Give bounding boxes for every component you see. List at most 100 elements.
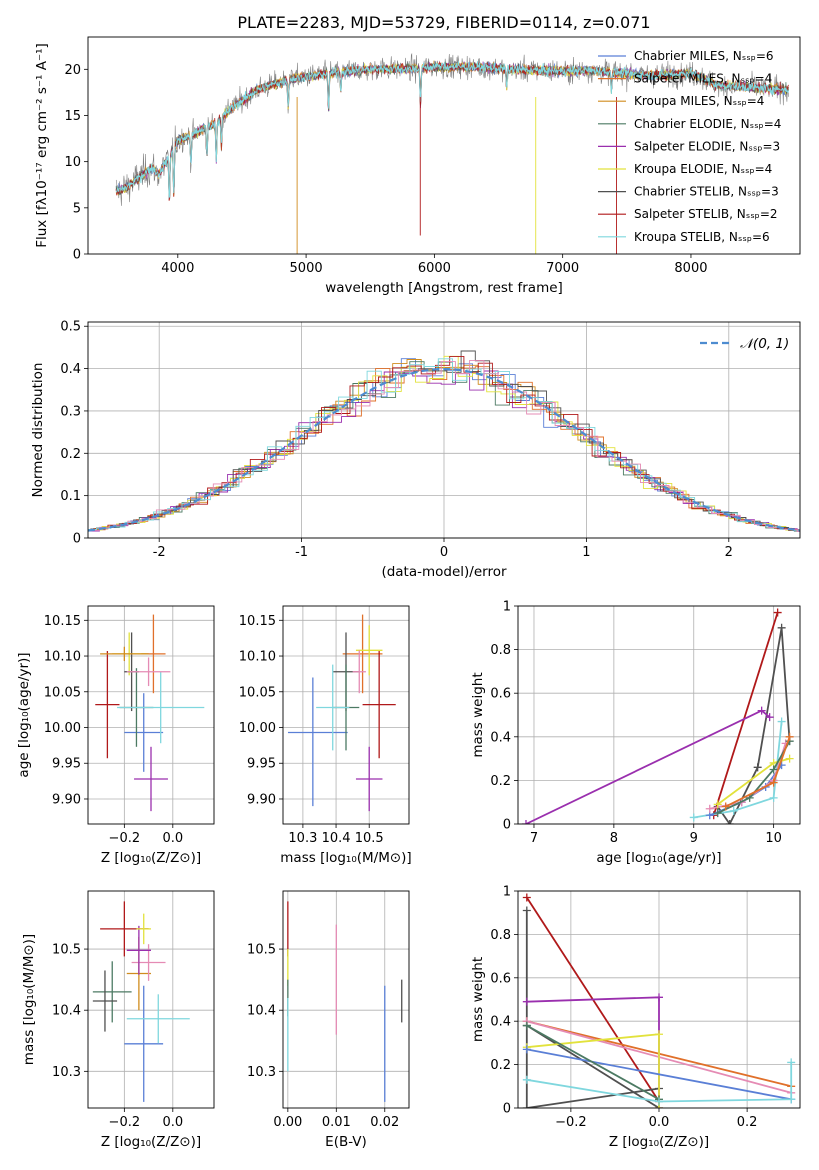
y-tick-label: 10.15 xyxy=(239,614,276,629)
age-vs-metallicity-panel: −0.2 0.0 9.90 9.95 10.00 10.05 10.10 10.15 Z [lo… xyxy=(16,605,215,866)
axes-frame xyxy=(282,605,410,825)
y-tick-label: 0.6 xyxy=(490,971,511,986)
legend-label: Chabrier STELIB, Nₛₛₚ=3 xyxy=(634,185,779,199)
spectrum-panel: 4000 5000 6000 7000 8000 0 5 10 15 20 wavelength [… xyxy=(34,13,801,296)
legend-label: Salpeter ELODIE, Nₛₛₚ=3 xyxy=(634,139,780,153)
y-tick-label: 10.5 xyxy=(52,943,81,958)
y-axis-label: mass weight xyxy=(470,957,486,1042)
mass-weight-marker xyxy=(753,763,762,772)
x-tick-label: -2 xyxy=(153,545,166,560)
mass-vs-metallicity-panel: −0.2 0.0 10.3 10.4 10.5 Z [log₁₀(Z/Z⊙)] mass [… xyxy=(21,890,215,1150)
legend-label: Kroupa STELIB, Nₛₛₚ=6 xyxy=(634,230,770,244)
x-axis-label: mass [log₁₀(M/M⊙)] xyxy=(280,850,411,866)
mass-weight-marker xyxy=(757,706,766,715)
y-tick-label: 0.6 xyxy=(490,687,511,702)
plot-area xyxy=(92,901,190,1102)
y-tick-label: 0.2 xyxy=(60,447,81,462)
mass-weight-marker xyxy=(522,1045,531,1054)
mass-weight-vs-metallicity-panel: −0.2 0.0 0.2 0 0.2 0.4 0.6 0.8 1 Z [log₁₀(Z/Z⊙)] m… xyxy=(470,885,801,1150)
x-tick-label: 6000 xyxy=(418,261,451,276)
mass-weight-marker xyxy=(689,813,698,822)
y-tick-label: 10.5 xyxy=(247,943,276,958)
y-tick-label: 0.2 xyxy=(490,774,511,789)
y-tick-label: 0 xyxy=(503,818,511,833)
y-tick-label: 10.15 xyxy=(44,614,81,629)
y-tick-label: 1 xyxy=(503,600,511,615)
y-tick-label: 10.05 xyxy=(239,685,276,700)
mass-weight-marker xyxy=(769,793,778,802)
mass-weight-line xyxy=(526,1062,793,1103)
y-tick-label: 20 xyxy=(64,63,81,78)
chart-title: PLATE=2283, MJD=53729, FIBERID=0114, z=0… xyxy=(237,13,650,32)
y-tick-label: 9.90 xyxy=(52,792,81,807)
plot-area xyxy=(522,893,796,1108)
mass-weight-marker xyxy=(785,754,794,763)
mass-vs-extinction-panel: 0.00 0.01 0.02 10.3 10.4 10.5 E(B-V) xyxy=(247,890,410,1150)
model-spectrum-line xyxy=(115,61,789,199)
y-tick-label: 5 xyxy=(73,201,81,216)
y-tick-label: 0.4 xyxy=(60,362,81,377)
mass-weight-marker xyxy=(655,993,663,1002)
mass-weight-marker xyxy=(785,732,794,741)
gaussian-curve xyxy=(88,367,800,532)
legend-label: 𝒩(0, 1) xyxy=(740,336,789,352)
mass-weight-line xyxy=(526,1024,660,1101)
x-tick-label: 0.2 xyxy=(737,1115,758,1130)
y-axis-label: mass [log₁₀(M/M⊙)] xyxy=(21,934,37,1065)
residual-histogram-step xyxy=(88,350,800,531)
mass-weight-marker xyxy=(777,717,786,726)
mass-weight-marker xyxy=(787,1058,796,1067)
y-axis-label: mass weight xyxy=(470,672,486,757)
x-tick-label: 7000 xyxy=(546,261,579,276)
x-tick-label: −0.2 xyxy=(555,1115,587,1130)
legend-label: Chabrier MILES, Nₛₛₚ=6 xyxy=(634,49,774,63)
y-tick-label: 0 xyxy=(503,1102,511,1117)
x-axis-label: Z [log₁₀(Z/Z⊙)] xyxy=(101,1134,201,1150)
y-tick-label: 0.2 xyxy=(490,1058,511,1073)
axes-frame xyxy=(517,605,801,825)
x-tick-label: 10 xyxy=(765,831,782,846)
x-tick-label: 5000 xyxy=(290,261,323,276)
residual-histogram-panel: -2 -1 0 1 2 0 0.1 0.2 0.3 0.4 0.5 (data-model)/erro… xyxy=(30,320,801,580)
y-tick-label: 10.05 xyxy=(44,685,81,700)
x-tick-label: 0.00 xyxy=(273,1115,302,1130)
x-axis-label: Z [log₁₀(Z/Z⊙)] xyxy=(609,1134,709,1150)
legend-label: Kroupa MILES, Nₛₛₚ=4 xyxy=(634,94,764,108)
mass-weight-marker xyxy=(769,778,778,787)
plot-area xyxy=(95,614,205,812)
y-tick-label: 15 xyxy=(64,109,81,124)
y-tick-label: 1 xyxy=(503,885,511,900)
axes-frame xyxy=(87,36,801,255)
legend: Chabrier MILES, Nₛₛₚ=6 Salpeter MILES, Nₛ… xyxy=(598,49,781,244)
axes-frame xyxy=(87,605,215,825)
mass-weight-vs-age-panel: 7 8 9 10 0 0.2 0.4 0.6 0.8 1 age [log₁₀(age/yr)] ma… xyxy=(470,600,801,866)
x-tick-label: 8 xyxy=(610,831,618,846)
axes-frame xyxy=(87,321,801,539)
x-tick-label: −0.2 xyxy=(109,831,141,846)
mass-weight-marker xyxy=(729,806,738,815)
x-tick-label: 7 xyxy=(530,831,538,846)
y-tick-label: 0.8 xyxy=(490,643,511,658)
mass-weight-marker xyxy=(522,893,531,902)
x-axis-label: E(B-V) xyxy=(325,1134,367,1150)
y-tick-label: 10.00 xyxy=(44,721,81,736)
y-tick-label: 0 xyxy=(73,532,81,547)
x-tick-label: 0.0 xyxy=(649,1115,670,1130)
plot-area xyxy=(115,52,789,254)
y-tick-label: 10.3 xyxy=(52,1065,81,1080)
x-tick-label: 10.4 xyxy=(322,831,351,846)
x-tick-label: 8000 xyxy=(674,261,707,276)
y-tick-label: 10.4 xyxy=(52,1004,81,1019)
x-tick-label: 1 xyxy=(582,545,590,560)
y-tick-label: 9.90 xyxy=(247,792,276,807)
x-tick-label: 0.0 xyxy=(162,1115,183,1130)
x-axis-label: Z [log₁₀(Z/Z⊙)] xyxy=(101,850,201,866)
y-axis-label: Normed distribution xyxy=(30,363,46,498)
mass-weight-marker xyxy=(705,804,714,813)
y-tick-label: 9.95 xyxy=(52,757,81,772)
x-axis-label: wavelength [Angstrom, rest frame] xyxy=(325,280,563,296)
mass-weight-marker xyxy=(769,765,778,774)
x-tick-label: 0.0 xyxy=(162,831,183,846)
legend-label: Chabrier ELODIE, Nₛₛₚ=4 xyxy=(634,117,781,131)
y-tick-label: 9.95 xyxy=(247,757,276,772)
